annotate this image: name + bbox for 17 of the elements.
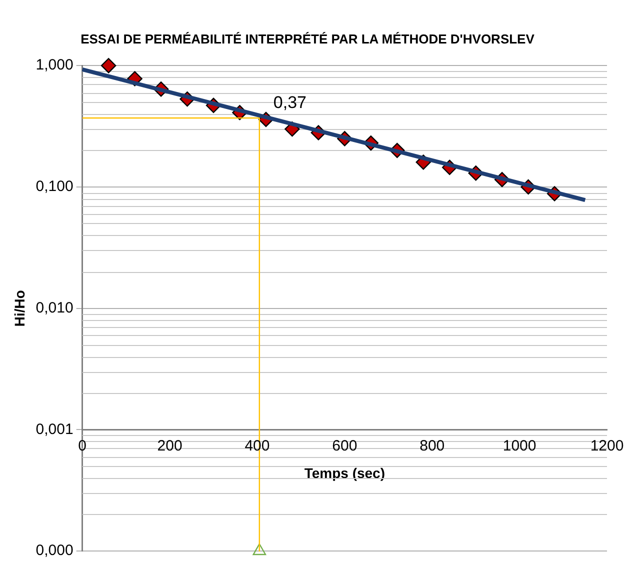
y-axis-title: Hi/Ho <box>11 290 28 327</box>
y-tick-label: 1,000 <box>36 56 74 74</box>
point <box>100 58 116 74</box>
x-tick-label: 200 <box>157 437 182 454</box>
x-tick-label: 0 <box>78 437 87 454</box>
y-tick-label: 0,100 <box>36 178 74 196</box>
x-tick-label: 800 <box>420 437 445 454</box>
y-tick-label: 0,000 <box>36 542 74 560</box>
x-tick-label: 1000 <box>502 437 536 454</box>
chart-title: ESSAI DE PERMÉABILITÉ INTERPRÉTÉ PAR LA MÉTHODE D'HVORSLEV <box>80 31 535 46</box>
x-tick-label: 1200 <box>590 437 624 454</box>
y-tick-label: 0,001 <box>36 420 74 438</box>
x-tick-label: 600 <box>332 437 358 454</box>
point <box>252 543 266 556</box>
y-tick-label: 0,010 <box>36 299 74 316</box>
annotation: 0,37 <box>273 93 307 112</box>
x-axis-title: Temps (sec) <box>304 464 386 481</box>
